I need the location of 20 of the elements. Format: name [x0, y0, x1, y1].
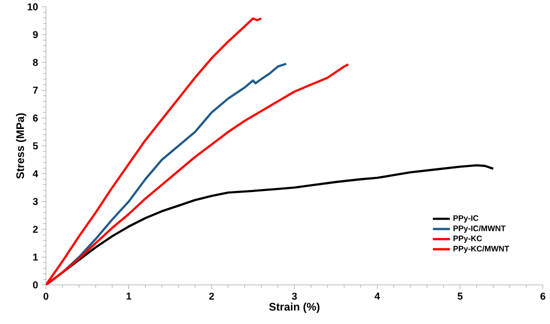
x-tick-label: 3 — [292, 292, 297, 300]
x-tick-label: 2 — [209, 292, 214, 300]
y-tick-label: 8 — [32, 58, 38, 66]
y-tick-label: 10 — [28, 3, 38, 10]
x-tick-label: 4 — [374, 292, 380, 300]
y-tick-label: 9 — [32, 31, 38, 38]
y-tick-label: 1 — [33, 254, 38, 261]
x-tick-label: 1 — [126, 292, 132, 300]
y-tick-label: 5 — [32, 142, 38, 150]
y-tick-label: 6 — [32, 114, 38, 122]
y-tick-label: 0 — [33, 281, 38, 288]
y-tick-label: 4 — [32, 170, 38, 178]
x-tick-label: 6 — [540, 292, 546, 300]
x-tick-label: 5 — [458, 292, 463, 300]
y-tick-label: 7 — [33, 86, 38, 94]
y-tick-label: 2 — [32, 226, 38, 233]
y-axis-title: Stress (MPa) — [16, 113, 26, 179]
x-axis-title: Strain (%) — [269, 302, 320, 313]
y-tick-label: 3 — [32, 198, 38, 206]
x-tick-label: 0 — [44, 292, 48, 300]
